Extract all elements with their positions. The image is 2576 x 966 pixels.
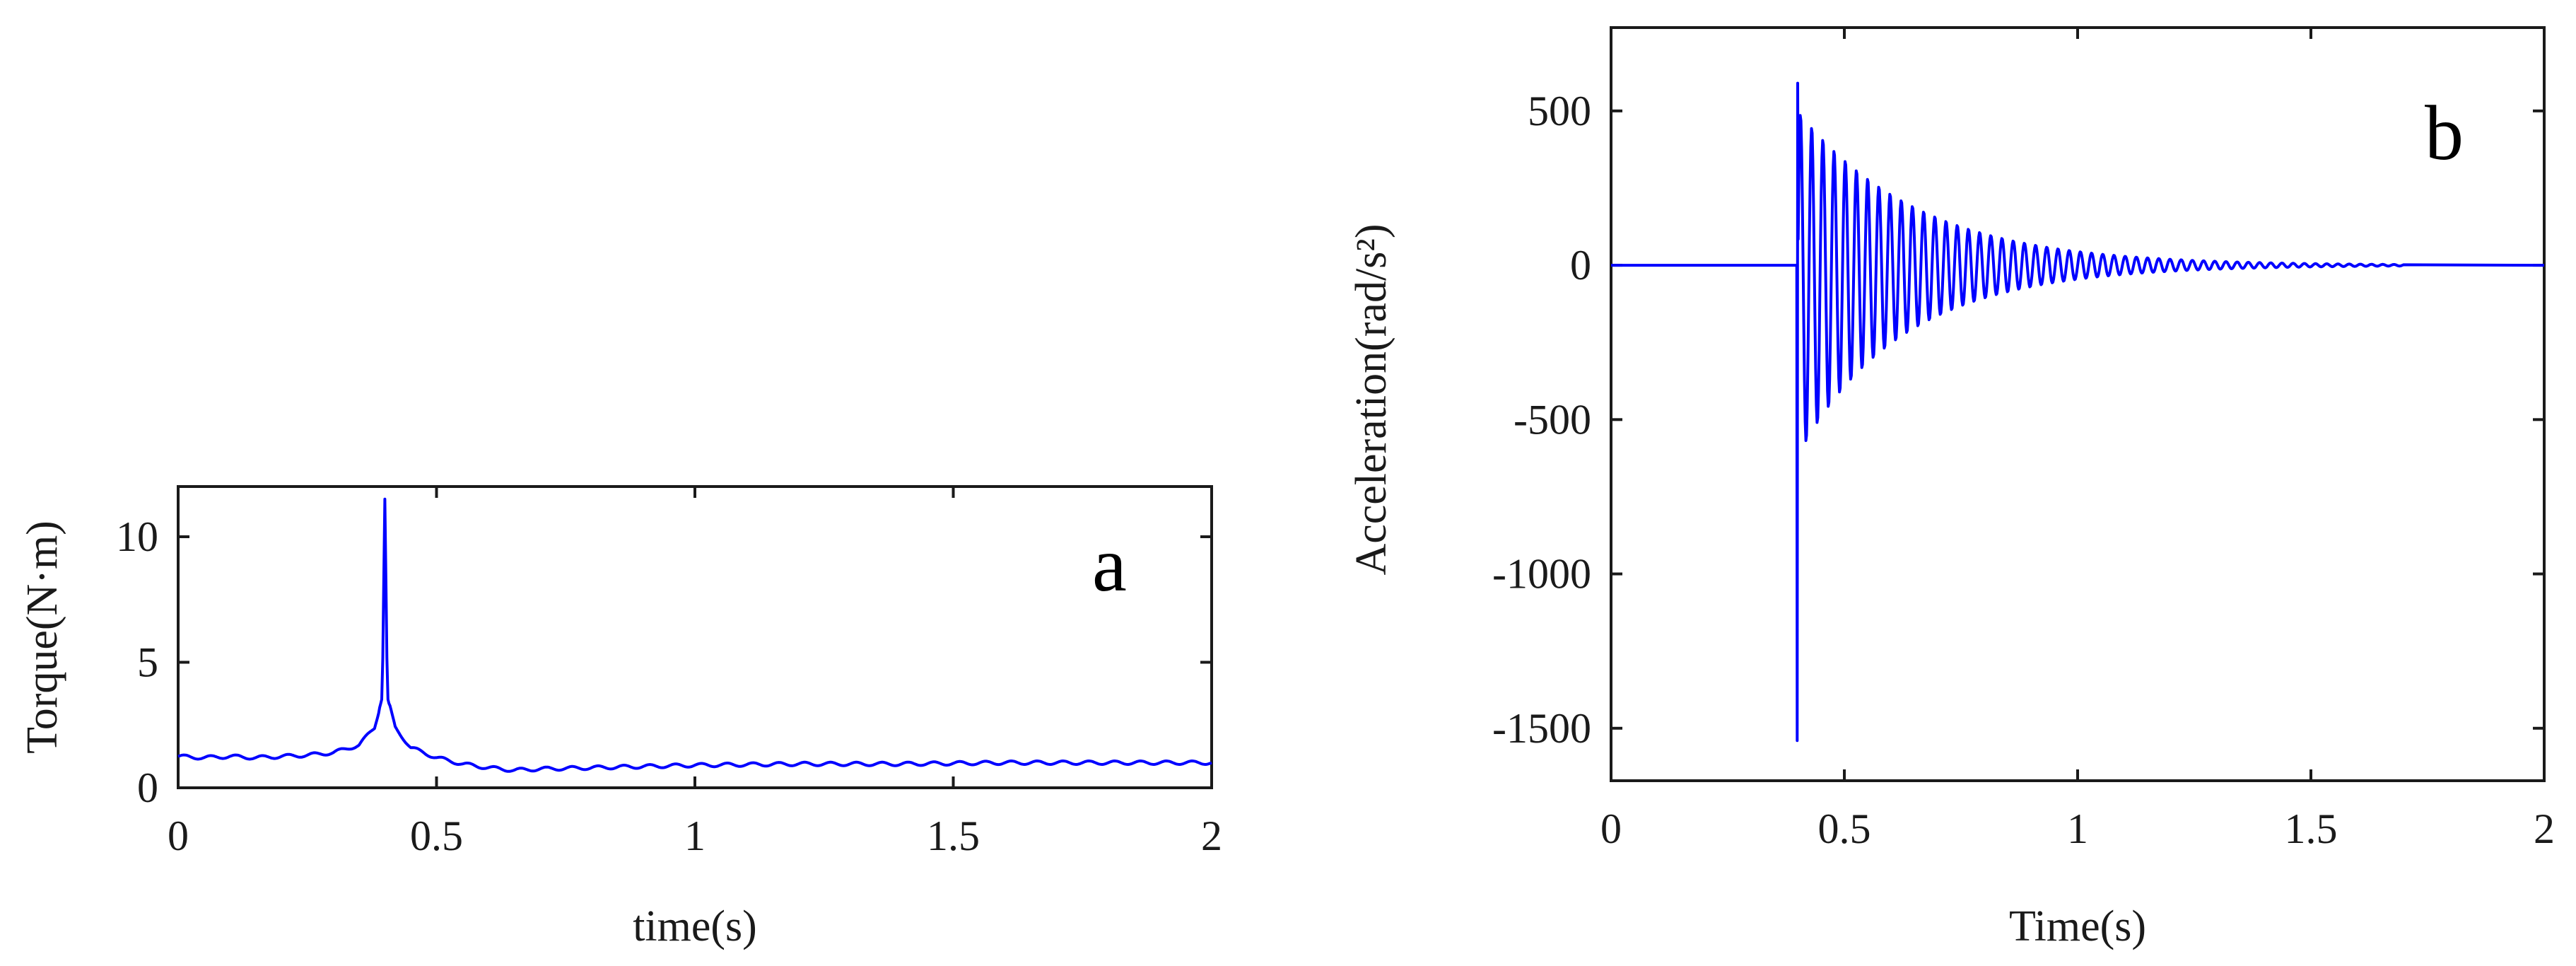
chart-a-ticks: 0 0.5 1 1.5 2 0 5 10 [116, 487, 1222, 859]
chart-a-xtick-label: 1.5 [927, 813, 980, 859]
chart-a-xlabel: time(s) [633, 902, 757, 950]
chart-b: 0 0.5 1 1.5 2 500 0 -500 -1000 -1500 b Time(s) Ac… [1347, 26, 2555, 950]
chart-b-ytick-label: 0 [1570, 242, 1591, 289]
chart-a-xtick-label: 0.5 [410, 813, 463, 859]
chart-a-ylabel: Torque(N·m) [18, 520, 66, 754]
chart-b-panel-label: b [2425, 90, 2464, 176]
chart-b-ytick-label: 500 [1528, 88, 1591, 134]
chart-a-xtick-label: 0 [168, 813, 189, 859]
chart-b-xtick-label: 1.5 [2285, 805, 2338, 852]
chart-b-xtick-label: 2 [2534, 805, 2555, 852]
chart-a-ytick-label: 0 [137, 764, 158, 811]
chart-a-series-line [177, 497, 1212, 773]
chart-b-xtick-label: 0 [1600, 805, 1622, 852]
chart-a-ytick-label: 10 [116, 513, 158, 560]
chart-a-ytick-label: 5 [137, 639, 158, 686]
chart-b-ytick-label: -1000 [1492, 551, 1591, 598]
chart-b-series-line [1611, 81, 2545, 743]
chart-b-ytick-label: -500 [1514, 396, 1591, 443]
chart-a: 0 0.5 1 1.5 2 0 5 10 a time(s) Torque(N·m) [18, 485, 1222, 950]
chart-a-xtick-label: 2 [1201, 813, 1222, 859]
chart-a-panel-label: a [1092, 521, 1127, 607]
chart-a-frame [177, 485, 1213, 789]
chart-b-ytick-label: -1500 [1492, 705, 1591, 752]
chart-b-xtick-label: 1 [2067, 805, 2088, 852]
chart-b-frame [1610, 26, 2546, 782]
chart-b-xlabel: Time(s) [2009, 902, 2146, 950]
chart-b-xtick-label: 0.5 [1818, 805, 1871, 852]
chart-b-ylabel: Acceleration(rad/s²) [1347, 223, 1395, 575]
chart-b-ticks: 0 0.5 1 1.5 2 500 0 -500 -1000 -1500 [1492, 28, 2555, 852]
chart-a-xtick-label: 1 [684, 813, 706, 859]
